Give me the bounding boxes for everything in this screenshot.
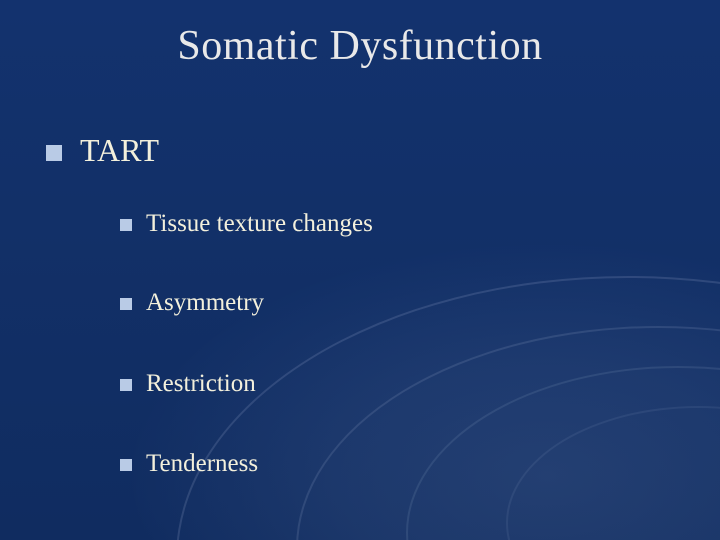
bullet-lvl2-item: Tissue texture changes [120,210,373,238]
bullet-lvl2-text: Asymmetry [146,289,264,317]
square-bullet-icon [120,219,132,231]
bullet-lvl2-text: Tenderness [146,450,258,478]
slide-title: Somatic Dysfunction [0,22,720,70]
bullet-lvl2-item: Tenderness [120,450,258,478]
swirl-arc-3 [406,366,720,540]
bullet-lvl2-item: Asymmetry [120,289,264,317]
square-bullet-icon [46,145,62,161]
swirl-arc-4 [506,406,720,540]
square-bullet-icon [120,459,132,471]
bullet-lvl2-text: Tissue texture changes [146,210,373,238]
bullet-lvl2-item: Restriction [120,370,256,398]
bullet-lvl1-text: TART [80,132,159,169]
square-bullet-icon [120,379,132,391]
bullet-lvl1-tart: TART [46,132,159,169]
bullet-lvl2-text: Restriction [146,370,256,398]
slide: Somatic Dysfunction TART Tissue texture … [0,0,720,540]
square-bullet-icon [120,298,132,310]
swirl-arc-2 [296,326,720,540]
